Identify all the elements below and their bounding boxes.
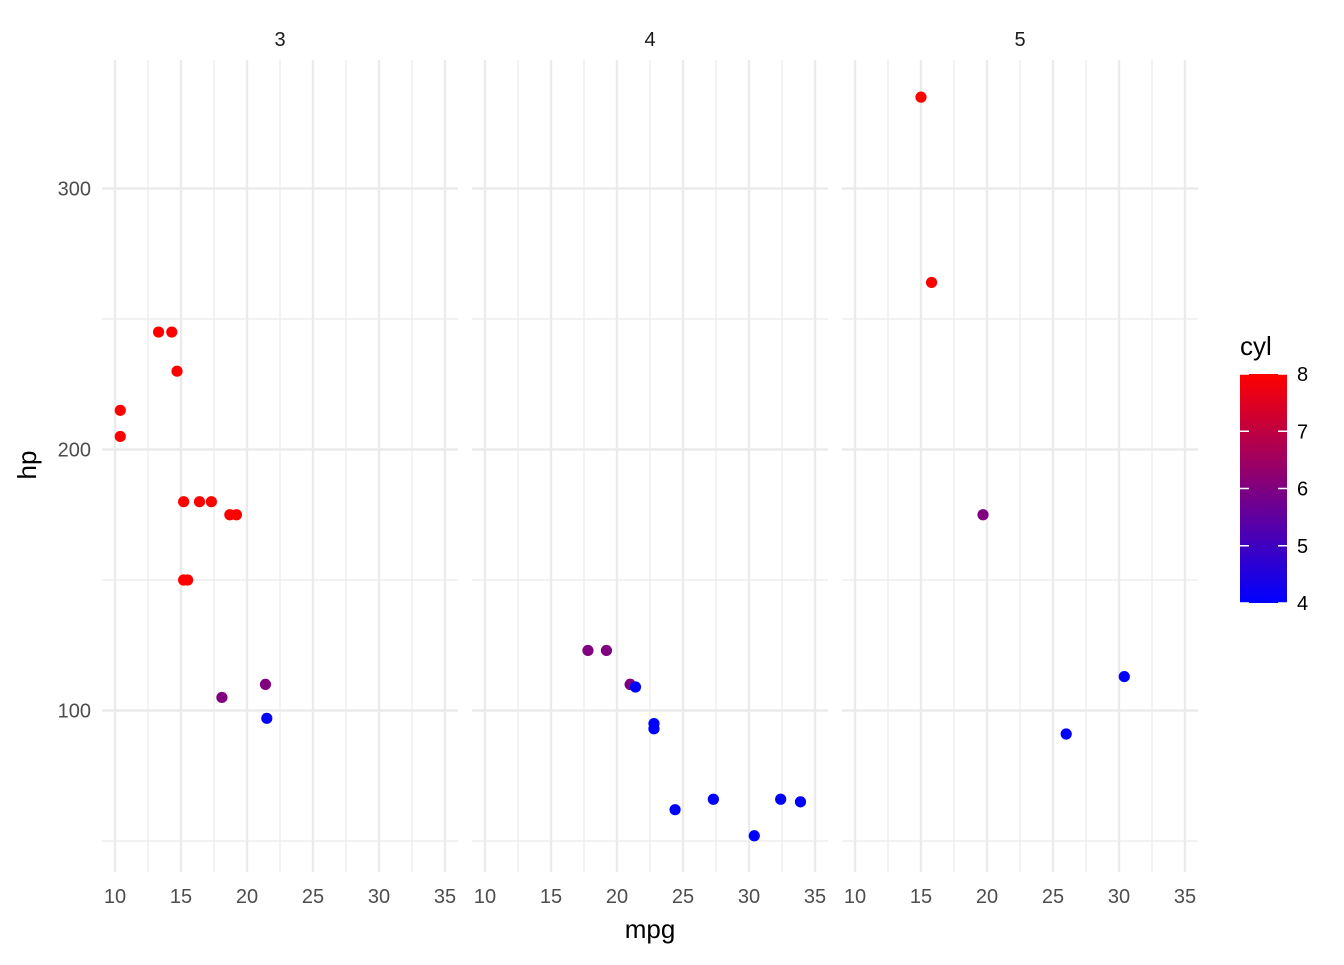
- panels-layer: 3 10 15 20 25 30 35 4 10 15 20 25 30 35 5 10 15 20 25 30 35 1…: [58, 29, 1198, 908]
- legend-tick-label: 5: [1297, 536, 1308, 558]
- facet-strip-label: 3: [274, 29, 285, 51]
- data-point: [259, 678, 272, 691]
- data-point: [114, 430, 126, 443]
- data-point: [915, 91, 927, 103]
- x-tick-label: 10: [104, 886, 126, 908]
- legend-tick-label: 8: [1297, 364, 1308, 386]
- x-axis-title: mpg: [625, 914, 676, 944]
- facet-strip-label: 4: [644, 29, 655, 51]
- data-point: [171, 365, 183, 377]
- data-point: [205, 496, 217, 508]
- x-tick-label: 35: [1174, 886, 1196, 908]
- x-tick-label: 20: [236, 886, 258, 908]
- data-point: [230, 509, 243, 521]
- facet-panel-4: 4 10 15 20 25 30 35: [472, 29, 828, 908]
- data-point: [977, 509, 989, 521]
- data-point: [648, 717, 660, 730]
- color-legend: cyl 4 5 6 7 8: [1240, 331, 1308, 615]
- legend-tick-label: 7: [1297, 421, 1308, 443]
- data-point: [707, 793, 719, 805]
- data-point: [1060, 728, 1072, 740]
- data-point: [794, 796, 807, 808]
- x-tick-label: 30: [1108, 886, 1130, 908]
- x-tick-label: 20: [606, 886, 628, 908]
- y-tick-label: 100: [58, 701, 91, 723]
- facet-panel-5: 5 10 15 20 25 30 35: [842, 29, 1198, 908]
- legend-tick-label: 6: [1297, 479, 1308, 501]
- legend-title: cyl: [1240, 331, 1272, 361]
- x-tick-label: 15: [170, 886, 192, 908]
- facet-panel-3: 3 10 15 20 25 30 35: [102, 29, 458, 908]
- x-tick-label: 25: [302, 886, 324, 908]
- data-point: [193, 496, 206, 508]
- data-point: [629, 681, 642, 693]
- data-point: [178, 496, 190, 508]
- data-point: [748, 830, 760, 842]
- data-point: [582, 644, 594, 657]
- x-tick-label: 25: [1042, 886, 1064, 908]
- data-point: [925, 276, 938, 289]
- x-tick-label: 35: [804, 886, 826, 908]
- y-tick-label: 300: [58, 179, 91, 201]
- data-point: [600, 644, 613, 657]
- x-tick-label: 15: [540, 886, 562, 908]
- x-tick-label: 35: [434, 886, 456, 908]
- data-point: [1118, 670, 1130, 683]
- legend-tick-label: 4: [1297, 593, 1308, 615]
- data-point: [216, 691, 228, 704]
- data-point: [182, 574, 194, 586]
- data-point: [152, 326, 165, 338]
- x-tick-label: 10: [844, 886, 866, 908]
- data-point: [261, 712, 273, 724]
- x-tick-label: 30: [738, 886, 760, 908]
- y-axis-title: hp: [12, 451, 42, 480]
- y-tick-label: 200: [58, 440, 91, 462]
- facet-strip-label: 5: [1014, 29, 1025, 51]
- x-tick-label: 25: [672, 886, 694, 908]
- x-tick-label: 15: [910, 886, 932, 908]
- data-point: [669, 804, 681, 816]
- x-tick-label: 30: [368, 886, 390, 908]
- points-layer: [114, 91, 1130, 842]
- data-point: [775, 793, 787, 805]
- x-tick-label: 20: [976, 886, 998, 908]
- data-point: [166, 326, 178, 338]
- axis-layer: hp mpg: [12, 451, 675, 944]
- data-point: [114, 404, 126, 416]
- x-tick-label: 10: [474, 886, 496, 908]
